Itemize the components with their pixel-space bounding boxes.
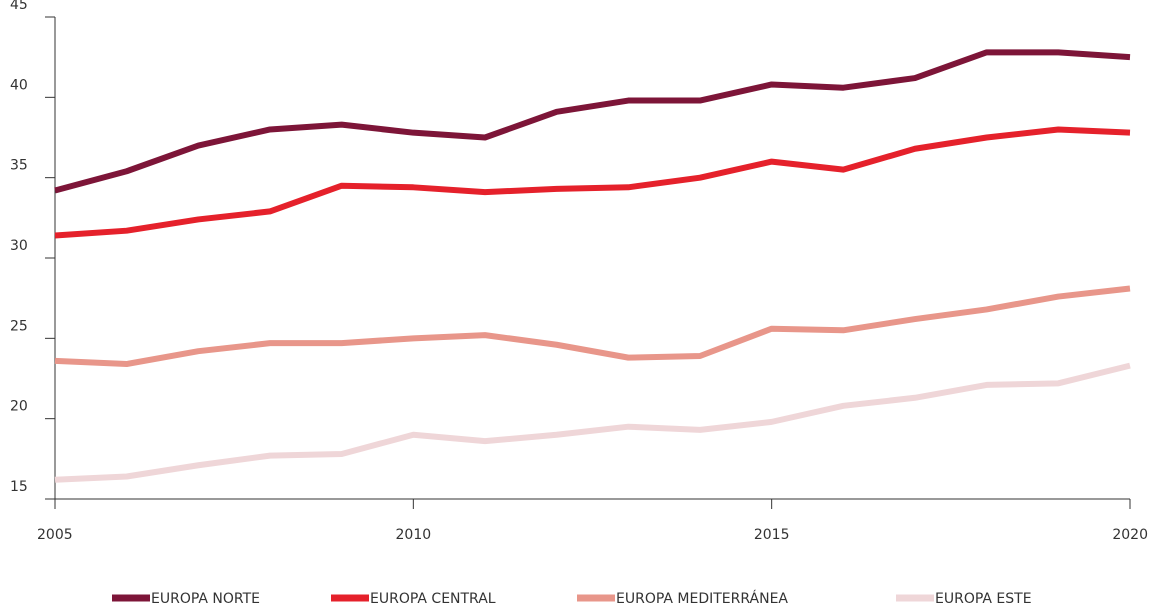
y-tick-label: 20 — [10, 399, 28, 415]
line — [54, 285, 1131, 368]
line — [54, 49, 1131, 194]
x-tick-label: 2015 — [754, 527, 790, 543]
line — [54, 126, 1131, 239]
y-tick-label: 45 — [10, 0, 28, 13]
y-tick-label: 25 — [10, 318, 28, 334]
x-tick-label: 2010 — [396, 527, 432, 543]
legend-label: EUROPA NORTE — [151, 591, 260, 607]
line — [54, 362, 1131, 483]
y-tick-label: 30 — [10, 238, 28, 254]
y-tick-label: 40 — [10, 77, 28, 93]
y-tick-label: 35 — [10, 158, 28, 174]
x-tick-label: 2020 — [1112, 527, 1148, 543]
legend-label: EUROPA MEDITERRÁNEA — [616, 590, 788, 607]
legend-label: EUROPA ESTE — [935, 591, 1032, 607]
x-tick-label: 2005 — [37, 527, 73, 543]
y-tick-label: 15 — [10, 479, 28, 495]
legend-label: EUROPA CENTRAL — [370, 591, 496, 607]
